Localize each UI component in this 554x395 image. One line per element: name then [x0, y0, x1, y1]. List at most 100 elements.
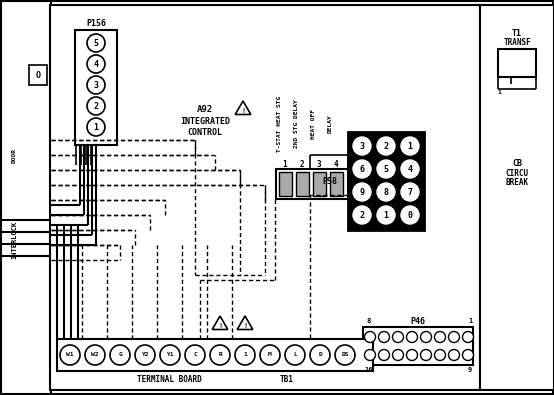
Bar — [498, 49, 536, 77]
Text: 8: 8 — [383, 188, 388, 196]
Text: INTERLOCK: INTERLOCK — [11, 221, 17, 259]
Text: 1: 1 — [497, 90, 501, 94]
Circle shape — [235, 345, 255, 365]
Circle shape — [160, 345, 180, 365]
Text: !: ! — [243, 323, 247, 329]
Text: O: O — [35, 70, 40, 79]
Circle shape — [87, 76, 105, 94]
Circle shape — [87, 97, 105, 115]
Text: BREAK: BREAK — [505, 177, 529, 186]
Circle shape — [400, 182, 420, 202]
Text: 8: 8 — [367, 318, 371, 324]
Circle shape — [401, 160, 419, 178]
Circle shape — [87, 55, 105, 73]
Text: 16: 16 — [365, 367, 373, 373]
Circle shape — [400, 136, 420, 156]
Circle shape — [87, 118, 105, 136]
Circle shape — [135, 345, 155, 365]
Text: 1: 1 — [243, 352, 247, 357]
Circle shape — [392, 350, 403, 361]
Bar — [480, 5, 554, 390]
Text: 2ND STG DELAY: 2ND STG DELAY — [294, 100, 299, 149]
Text: DS: DS — [341, 352, 349, 357]
Circle shape — [310, 345, 330, 365]
Circle shape — [463, 331, 474, 342]
Text: 3: 3 — [317, 160, 321, 169]
Circle shape — [185, 345, 205, 365]
Circle shape — [365, 331, 376, 342]
Circle shape — [352, 136, 372, 156]
Text: DELAY: DELAY — [328, 115, 333, 134]
Bar — [363, 327, 473, 365]
Text: W2: W2 — [91, 352, 99, 357]
Text: P46: P46 — [411, 316, 425, 325]
Text: TRANSF: TRANSF — [503, 38, 531, 47]
Circle shape — [401, 183, 419, 201]
Text: 1: 1 — [383, 211, 388, 220]
Circle shape — [376, 205, 396, 225]
Circle shape — [353, 206, 371, 224]
Text: 9: 9 — [468, 367, 472, 373]
Circle shape — [407, 350, 418, 361]
Bar — [330, 172, 343, 196]
Text: !: ! — [241, 108, 245, 114]
Text: 2: 2 — [300, 160, 304, 169]
Bar — [75, 30, 117, 145]
Circle shape — [449, 331, 459, 342]
Text: CONTROL: CONTROL — [187, 128, 223, 137]
Text: C: C — [193, 352, 197, 357]
Text: 2: 2 — [383, 141, 388, 150]
Text: 1: 1 — [283, 160, 288, 169]
Text: INTEGRATED: INTEGRATED — [180, 117, 230, 126]
Bar — [29, 65, 47, 85]
Circle shape — [352, 205, 372, 225]
Text: HEAT OFF: HEAT OFF — [311, 109, 316, 139]
Text: D: D — [318, 352, 322, 357]
Text: CIRCU: CIRCU — [505, 169, 529, 177]
Text: 4: 4 — [334, 160, 338, 169]
Text: M: M — [268, 352, 272, 357]
Circle shape — [434, 331, 445, 342]
Bar — [296, 172, 309, 196]
Text: !: ! — [218, 323, 222, 329]
Bar — [276, 169, 348, 199]
Text: G: G — [118, 352, 122, 357]
Text: TB1: TB1 — [280, 374, 294, 384]
Circle shape — [407, 331, 418, 342]
Text: 9: 9 — [360, 188, 365, 196]
Circle shape — [353, 183, 371, 201]
Text: 4: 4 — [94, 60, 99, 68]
Circle shape — [353, 137, 371, 155]
Text: 2: 2 — [94, 102, 99, 111]
Bar — [279, 172, 292, 196]
Text: W1: W1 — [66, 352, 74, 357]
Circle shape — [420, 350, 432, 361]
Circle shape — [401, 137, 419, 155]
Circle shape — [260, 345, 280, 365]
Bar — [313, 172, 326, 196]
Circle shape — [352, 182, 372, 202]
Text: L: L — [293, 352, 297, 357]
Circle shape — [377, 183, 395, 201]
Circle shape — [85, 345, 105, 365]
Circle shape — [434, 350, 445, 361]
Text: TERMINAL BOARD: TERMINAL BOARD — [137, 374, 202, 384]
Circle shape — [378, 350, 389, 361]
Circle shape — [376, 159, 396, 179]
Circle shape — [449, 350, 459, 361]
Circle shape — [110, 345, 130, 365]
Text: Y1: Y1 — [166, 352, 174, 357]
Circle shape — [420, 331, 432, 342]
Circle shape — [210, 345, 230, 365]
Text: R: R — [218, 352, 222, 357]
Circle shape — [377, 160, 395, 178]
Circle shape — [60, 345, 80, 365]
Circle shape — [285, 345, 305, 365]
Text: 5: 5 — [383, 164, 388, 173]
Circle shape — [376, 182, 396, 202]
Circle shape — [335, 345, 355, 365]
Text: 2: 2 — [360, 211, 365, 220]
Text: P156: P156 — [86, 19, 106, 28]
Text: 4: 4 — [408, 164, 413, 173]
Bar — [1, 1, 51, 394]
